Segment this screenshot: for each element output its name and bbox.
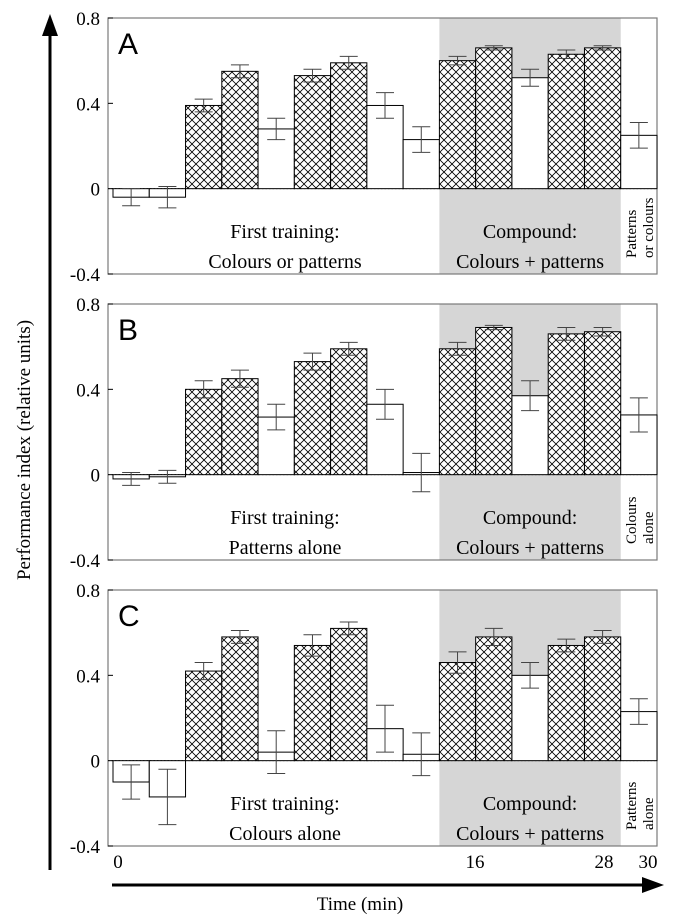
x-tick-label: 28 — [595, 852, 614, 873]
bar — [475, 47, 513, 190]
bar — [547, 644, 585, 762]
x-tick-label: 30 — [639, 852, 658, 873]
annotation-right-line1: Patterns — [624, 210, 640, 258]
y-axis-arrow-head — [42, 14, 58, 36]
annotation-middle-line1: Compound: — [483, 507, 577, 529]
panel-label: C — [118, 600, 140, 633]
y-tick-label: 0.4 — [76, 94, 100, 115]
bar — [293, 75, 332, 190]
panel-label: B — [118, 314, 138, 347]
y-tick-label: 0.8 — [76, 9, 100, 30]
bar — [221, 636, 259, 762]
y-tick-label: 0.4 — [76, 666, 100, 687]
bar — [438, 60, 477, 190]
y-tick-label: -0.4 — [70, 551, 101, 572]
annotation-left-line1: First training: — [230, 793, 339, 815]
annotation-right-line2: alone — [641, 797, 657, 830]
panel-label: A — [118, 28, 138, 61]
bar — [185, 104, 223, 190]
bar — [438, 662, 477, 762]
annotation-right-line1: Colours — [624, 496, 640, 544]
bar — [221, 378, 259, 476]
bar — [547, 53, 585, 190]
annotation-right-line2: or colours — [641, 197, 657, 258]
annotation-middle-line1: Compound: — [483, 221, 577, 243]
bar — [185, 670, 223, 762]
bar — [185, 388, 223, 476]
annotation-left-line2: Patterns alone — [229, 537, 342, 559]
bar — [511, 77, 549, 190]
bar — [475, 636, 513, 762]
y-tick-label: 0 — [91, 466, 101, 487]
x-axis-arrow-head — [642, 877, 664, 893]
annotation-right-line2: alone — [641, 511, 657, 544]
bar — [583, 47, 622, 190]
bar — [293, 361, 332, 476]
y-tick-label: -0.4 — [70, 837, 101, 858]
y-tick-label: 0 — [91, 752, 101, 773]
bar — [438, 348, 477, 476]
annotation-left-line1: First training: — [230, 507, 339, 529]
annotation-right: Patterns or colours — [624, 197, 657, 258]
annotation-right: Colours alone — [624, 496, 657, 544]
y-tick-label: 0 — [91, 180, 101, 201]
annotation-middle-line1: Compound: — [483, 793, 577, 815]
y-tick-label: -0.4 — [70, 265, 101, 286]
annotation-right: Patterns alone — [624, 782, 657, 830]
y-tick-label: 0.8 — [76, 295, 100, 316]
annotation-left-line2: Colours or patterns — [208, 251, 362, 273]
panel-a: 0.8 0.4 0 -0.4 A First training: Colours or pa… — [70, 9, 658, 286]
annotation-right-line1: Patterns — [624, 782, 640, 830]
bar — [366, 104, 404, 190]
y-tick-label: 0.8 — [76, 581, 100, 602]
bar — [620, 134, 658, 190]
bar — [221, 70, 259, 190]
bar — [475, 326, 513, 476]
annotation-middle-line2: Colours + patterns — [456, 537, 604, 559]
bar — [293, 644, 332, 762]
y-tick-label: 0.4 — [76, 380, 100, 401]
panel-b: 0.8 0.4 0 -0.4 B First training: Patterns alon… — [70, 295, 658, 572]
annotation-middle-line2: Colours + patterns — [456, 823, 604, 845]
y-axis-label: Performance index (relative units) — [14, 320, 35, 580]
x-axis-label: Time (min) — [317, 894, 403, 915]
annotation-left-line2: Colours alone — [229, 823, 341, 845]
bar — [547, 333, 585, 476]
annotation-middle-line2: Colours + patterns — [456, 251, 604, 273]
annotation-left-line1: First training: — [230, 221, 339, 243]
bar — [330, 627, 368, 762]
x-tick-label: 16 — [466, 852, 485, 873]
bar — [330, 348, 368, 476]
bar — [583, 331, 622, 476]
bar — [330, 62, 368, 190]
x-tick-label: 0 — [113, 852, 123, 873]
bar — [583, 636, 622, 762]
panel-c: 0.8 0.4 0 -0.4 C First training: Colours alone… — [70, 581, 658, 858]
